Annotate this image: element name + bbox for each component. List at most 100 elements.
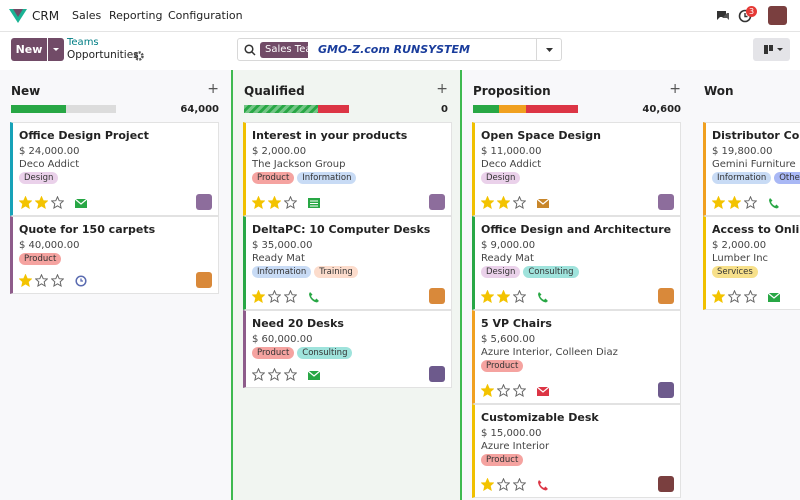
priority-star[interactable] xyxy=(284,290,297,303)
priority-star[interactable] xyxy=(252,196,265,209)
priority-star[interactable] xyxy=(712,290,725,303)
tag: Other xyxy=(774,172,800,184)
menu-item[interactable]: Configuration xyxy=(168,9,243,22)
priority-star[interactable] xyxy=(268,290,281,303)
opportunity-card[interactable]: Open Space Design $ 11,000.00 Deco Addict D… xyxy=(472,122,681,216)
priority-star[interactable] xyxy=(513,196,526,209)
priority-star[interactable] xyxy=(268,196,281,209)
priority-star[interactable] xyxy=(513,478,526,491)
activity-icon[interactable] xyxy=(307,369,321,381)
activity-icon[interactable] xyxy=(767,197,781,209)
gear-icon[interactable] xyxy=(134,51,144,61)
card-title: Open Space Design xyxy=(481,129,601,142)
priority-star[interactable] xyxy=(513,290,526,303)
activity-icon[interactable] xyxy=(536,479,550,491)
new-dropdown[interactable] xyxy=(48,38,64,61)
progress-segment[interactable] xyxy=(525,105,578,113)
priority-star[interactable] xyxy=(35,196,48,209)
card-title: Access to Online C xyxy=(712,223,800,236)
breadcrumb-link[interactable]: Teams xyxy=(67,37,99,48)
priority-star[interactable] xyxy=(728,290,741,303)
card-footer xyxy=(712,196,781,209)
search-facet[interactable]: Sales Tea xyxy=(260,42,317,58)
menu-item[interactable]: Sales xyxy=(72,9,102,22)
progress-bar xyxy=(244,105,349,113)
priority-star[interactable] xyxy=(51,274,64,287)
progress-segment[interactable] xyxy=(499,105,526,113)
card-title: Office Design and Architecture xyxy=(481,223,672,236)
opportunity-card[interactable]: Customizable Desk $ 15,000.00 Azure Interi… xyxy=(472,404,681,498)
tag: Design xyxy=(481,172,521,184)
activity-icon[interactable] xyxy=(307,197,321,209)
menu-item[interactable]: Reporting xyxy=(109,9,163,22)
opportunity-card[interactable]: Quote for 150 carpets $ 40,000.00 Product xyxy=(10,216,219,294)
priority-star[interactable] xyxy=(728,196,741,209)
priority-star[interactable] xyxy=(497,290,510,303)
card-customer: Azure Interior, Colleen Diaz xyxy=(481,347,618,358)
app-logo xyxy=(9,9,27,23)
priority-star[interactable] xyxy=(252,290,265,303)
tag: Product xyxy=(481,360,524,372)
priority-star[interactable] xyxy=(35,274,48,287)
column-add[interactable]: + xyxy=(669,81,681,97)
new-button[interactable]: New xyxy=(11,38,47,61)
progress-bar xyxy=(473,105,578,113)
opportunity-card[interactable]: 5 VP Chairs $ 5,600.00 Azure Interior, Col… xyxy=(472,310,681,404)
opportunity-card[interactable]: Need 20 Desks $ 60,000.00 Product Consultin… xyxy=(243,310,452,388)
chat-icon[interactable] xyxy=(716,9,730,22)
card-title: Customizable Desk xyxy=(481,411,599,424)
progress-segment[interactable] xyxy=(244,105,318,113)
star-shape xyxy=(744,196,757,209)
priority-star[interactable] xyxy=(481,196,494,209)
activity-icon[interactable] xyxy=(536,291,550,303)
opportunity-card[interactable]: Office Design Project $ 24,000.00 Deco Add… xyxy=(10,122,219,216)
opportunity-card[interactable]: Office Design and Architecture $ 9,000.00… xyxy=(472,216,681,310)
activity-icon[interactable] xyxy=(74,274,88,287)
opportunity-card[interactable]: Interest in your products $ 2,000.00 The J… xyxy=(243,122,452,216)
priority-star[interactable] xyxy=(284,368,297,381)
priority-star[interactable] xyxy=(481,384,494,397)
priority-star[interactable] xyxy=(284,196,297,209)
opportunity-card[interactable]: Distributor Contra $ 19,800.00 Gemini Furn… xyxy=(703,122,800,216)
priority-star[interactable] xyxy=(481,478,494,491)
star-shape xyxy=(284,368,297,381)
priority-star[interactable] xyxy=(744,290,757,303)
activity-icon[interactable] xyxy=(74,197,88,209)
search-box[interactable]: Sales Tea GMO-Z.com RUNSYSTEM xyxy=(237,38,562,61)
progress-segment[interactable] xyxy=(317,105,349,113)
priority-star[interactable] xyxy=(712,196,725,209)
progress-segment[interactable] xyxy=(473,105,500,113)
card-footer xyxy=(252,368,321,381)
activity-icon[interactable] xyxy=(536,197,550,209)
priority-star[interactable] xyxy=(481,290,494,303)
priority-star[interactable] xyxy=(513,384,526,397)
app-name[interactable]: CRM xyxy=(32,9,60,23)
tag-list: InformationOther xyxy=(712,172,800,184)
assignee-avatar xyxy=(196,194,212,210)
tag: Product xyxy=(19,253,62,265)
priority-star[interactable] xyxy=(252,368,265,381)
priority-star[interactable] xyxy=(497,196,510,209)
priority-star[interactable] xyxy=(19,196,32,209)
column-add[interactable]: + xyxy=(436,81,448,97)
user-avatar[interactable] xyxy=(768,6,787,25)
progress-segment[interactable] xyxy=(11,105,66,113)
opportunity-card[interactable]: DeltaPC: 10 Computer Desks $ 35,000.00 Rea… xyxy=(243,216,452,310)
priority-star[interactable] xyxy=(51,196,64,209)
view-switcher[interactable] xyxy=(753,38,790,61)
priority-star[interactable] xyxy=(744,196,757,209)
priority-star[interactable] xyxy=(19,274,32,287)
activity-icon[interactable] xyxy=(767,291,781,303)
priority-star[interactable] xyxy=(268,368,281,381)
activity-icon[interactable] xyxy=(536,385,550,397)
column-add[interactable]: + xyxy=(207,81,219,97)
priority-star[interactable] xyxy=(497,478,510,491)
priority-star[interactable] xyxy=(497,384,510,397)
card-customer: Deco Addict xyxy=(481,159,542,170)
activity-icon[interactable] xyxy=(307,291,321,303)
search-toggle[interactable] xyxy=(536,39,562,60)
caret xyxy=(546,48,553,52)
progress-segment[interactable] xyxy=(65,105,116,113)
card-footer xyxy=(481,478,550,491)
opportunity-card[interactable]: Access to Online C $ 2,000.00 Lumber Inc Se… xyxy=(703,216,800,310)
